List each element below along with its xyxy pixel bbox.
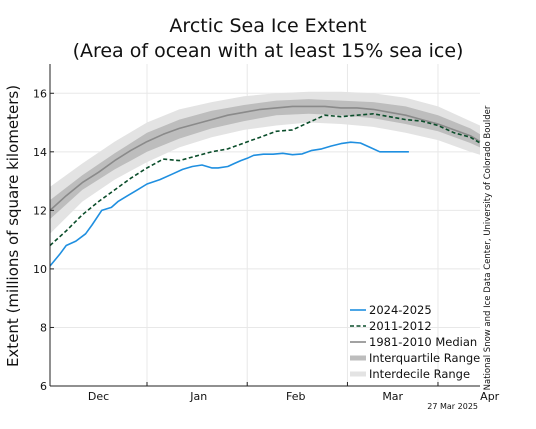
chart-title-line1: Arctic Sea Ice Extent xyxy=(169,15,366,37)
y-tick-label: 16 xyxy=(33,87,47,100)
legend-label: Interdecile Range xyxy=(369,367,470,381)
x-tick-label: Apr xyxy=(480,390,500,403)
median-line xyxy=(49,105,481,211)
legend-label: 1981-2010 Median xyxy=(369,335,477,349)
x-tick-label: Feb xyxy=(286,390,305,403)
y-tick-label: 8 xyxy=(40,321,47,334)
y-axis-label: Extent (millions of square kilometers) xyxy=(4,85,22,367)
y-tick-label: 14 xyxy=(33,146,47,159)
legend-label: Interquartile Range xyxy=(369,351,480,365)
y-tick-label: 10 xyxy=(33,263,47,276)
credit-text: National Snow and Ice Data Center, Unive… xyxy=(483,105,493,390)
chart-title-line2: (Area of ocean with at least 15% sea ice… xyxy=(73,40,464,62)
y-tick-label: 6 xyxy=(40,380,47,393)
legend-label: 2011-2012 xyxy=(369,319,432,333)
interdecile-band xyxy=(50,91,480,234)
legend-label: 2024-2025 xyxy=(369,303,432,317)
interquartile-band xyxy=(50,99,480,220)
line-2024-2025 xyxy=(49,141,409,267)
x-tick-label: Jan xyxy=(189,390,207,403)
legend: 2024-2025 2011-2012 1981-2010 Median Interq… xyxy=(350,303,480,381)
x-tick-label: Mar xyxy=(382,390,403,403)
plot-area: 6 8 10 12 14 16 Dec Jan Feb Mar Apr xyxy=(33,64,500,403)
x-tick-label: Dec xyxy=(88,390,109,403)
y-tick-label: 12 xyxy=(33,204,47,217)
date-stamp: 27 Mar 2025 xyxy=(427,402,478,411)
